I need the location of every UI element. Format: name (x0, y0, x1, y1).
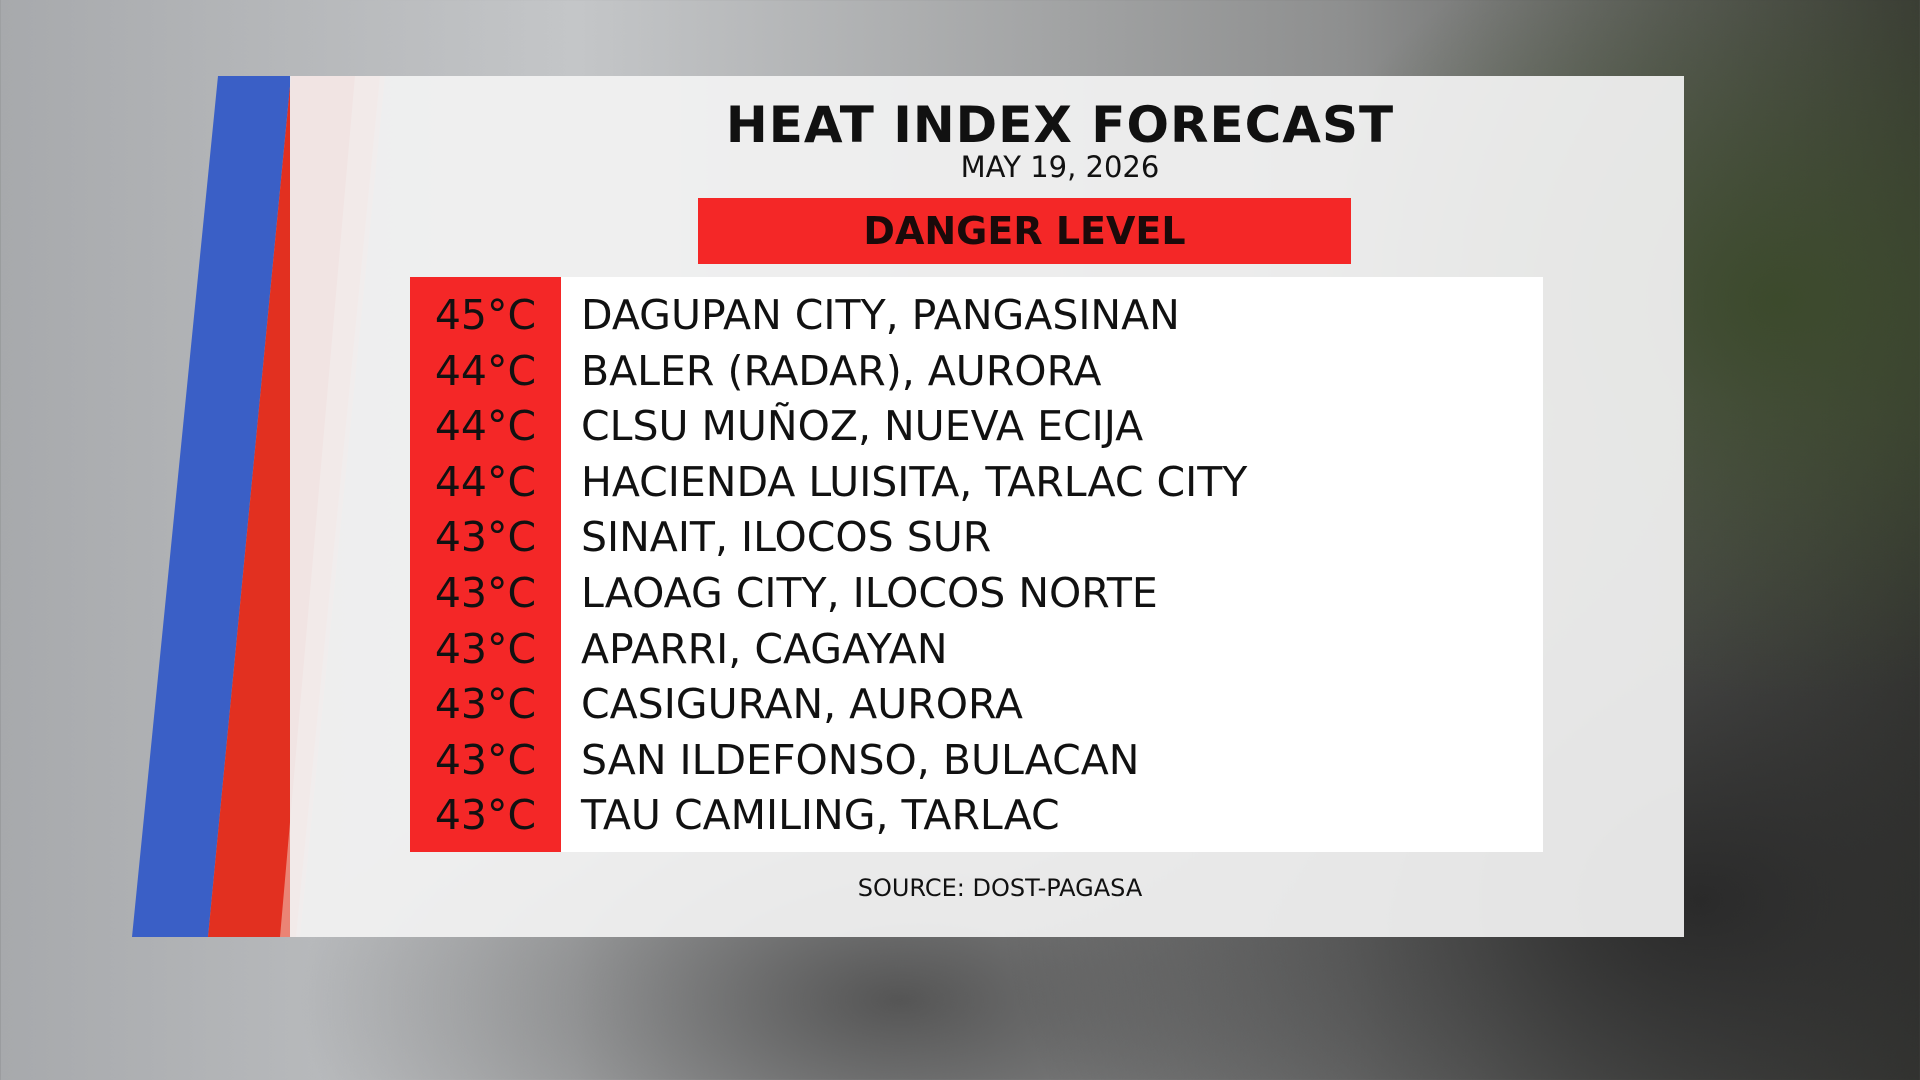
temperature: 43°C (434, 624, 537, 673)
temperature: 43°C (434, 513, 537, 562)
temperature: 43°C (434, 569, 537, 617)
title: HEAT INDEX FORECAST (725, 96, 1395, 154)
location: DAGUPAN CITY, PANGASINAN (581, 291, 1180, 339)
temperature: 44°C (434, 402, 537, 451)
location: HACIENDA LUISITA, TARLAC CITY (581, 457, 1248, 506)
date: MAY 19, 2026 (960, 150, 1160, 184)
temperature: 43°C (434, 735, 537, 784)
danger-level: DANGER LEVEL (698, 198, 1351, 264)
location: CASIGURAN, AURORA (581, 680, 1023, 729)
temp-column (410, 277, 561, 852)
location: BALER (RADAR), AURORA (581, 346, 1102, 395)
blue-stripe (132, 76, 291, 937)
temperature: 43°C (434, 680, 537, 729)
table-row: 43°C SINAIT, ILOCOS SUR (410, 509, 1543, 565)
table-row: 45°C DAGUPAN CITY, PANGASINAN (410, 287, 1543, 343)
location: APARRI, CAGAYAN (581, 624, 948, 673)
table-row: 43°C CASIGURAN, AURORA (410, 676, 1543, 732)
location: SAN ILDEFONSO, BULACAN (581, 735, 1140, 784)
temperature: 43°C (434, 791, 537, 840)
table: 45°C DAGUPAN CITY, PANGASINAN 44°C BALER (R… (410, 277, 1543, 852)
location: CLSU MUÑOZ, NUEVA ECIJA (581, 402, 1144, 451)
location: TAU CAMILING, TARLAC (581, 791, 1060, 840)
temperature: 44°C (434, 346, 537, 395)
temperature: 44°C (434, 457, 537, 506)
source: SOURCE: DOST-PAGASA (857, 874, 1143, 902)
table-row: 43°C TAU CAMILING, TARLAC (410, 787, 1543, 843)
table-row: 44°C HACIENDA LUISITA, TARLAC CITY (410, 454, 1543, 510)
temperature: 45°C (434, 291, 537, 339)
table-row: 43°C APARRI, CAGAYAN (410, 621, 1543, 677)
table-row: 44°C CLSU MUÑOZ, NUEVA ECIJA (410, 398, 1543, 454)
location: SINAIT, ILOCOS SUR (581, 513, 992, 562)
table-row: 43°C LAOAG CITY, ILOCOS NORTE (410, 565, 1543, 621)
table-row: 44°C BALER (RADAR), AURORA (410, 343, 1543, 399)
table-row: 43°C SAN ILDEFONSO, BULACAN (410, 732, 1543, 788)
location: LAOAG CITY, ILOCOS NORTE (581, 569, 1158, 617)
